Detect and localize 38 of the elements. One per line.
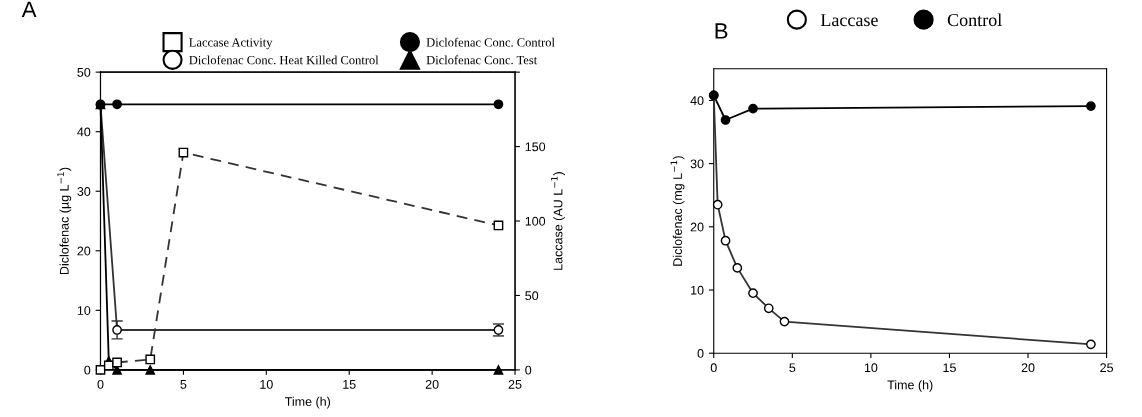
x-tick-label: 10 — [864, 363, 878, 373]
x-tick-label: 15 — [943, 363, 956, 373]
chart-title: A — [21, 1, 37, 17]
y-tick-label: 20 — [690, 222, 704, 232]
legend-label: Diclofenac Conc. Test — [426, 55, 538, 65]
x-tick-label: 25 — [1100, 363, 1114, 373]
chart-title: B — [715, 23, 728, 39]
x-tick-label: 20 — [1021, 363, 1035, 373]
y-tick-label: 30 — [690, 159, 704, 169]
y-axis-title: Diclofenac (mg L$^{−1}$) — [670, 156, 685, 266]
y2-tick-label: 50 — [525, 291, 539, 301]
y-tick-label: 30 — [77, 187, 91, 196]
x-tick-label: 5 — [789, 363, 796, 373]
y2-tick-label: 100 — [525, 216, 546, 226]
legend-label: Control — [947, 13, 1002, 27]
legend-label: Diclofenac Conc. Heat Killed Control — [189, 55, 379, 65]
y2-tick-label: 150 — [525, 142, 546, 152]
x-tick-label: 15 — [343, 380, 356, 389]
x-axis-title: Time (h) — [285, 396, 331, 409]
y-tick-label: 0 — [697, 349, 704, 358]
x-tick-label: 0 — [97, 379, 104, 389]
x-tick-label: 10 — [260, 379, 273, 389]
y-tick-label: 40 — [77, 127, 91, 137]
x-tick-label: 20 — [425, 379, 439, 389]
legend-label: Diclofenac Conc. Control — [426, 37, 555, 47]
x-tick-label: 5 — [180, 380, 187, 389]
y-tick-label: 10 — [691, 285, 704, 295]
y-tick-label: 10 — [77, 306, 91, 315]
y-tick-label: 50 — [77, 67, 91, 77]
y-tick-label: 40 — [690, 96, 704, 106]
y-tick-label: 20 — [77, 246, 91, 256]
legend-label: Laccase — [820, 14, 878, 27]
y2-axis-title: Laccase (AU L$^{−1}$) — [551, 172, 565, 270]
x-axis-title: Time (h) — [887, 380, 933, 392]
legend-label: Laccase Activity — [189, 38, 273, 50]
x-tick-label: 25 — [508, 379, 522, 389]
y-axis-title: Diclofenac (µg L$^{−1}$) — [57, 167, 72, 275]
x-tick-label: 0 — [710, 363, 717, 373]
